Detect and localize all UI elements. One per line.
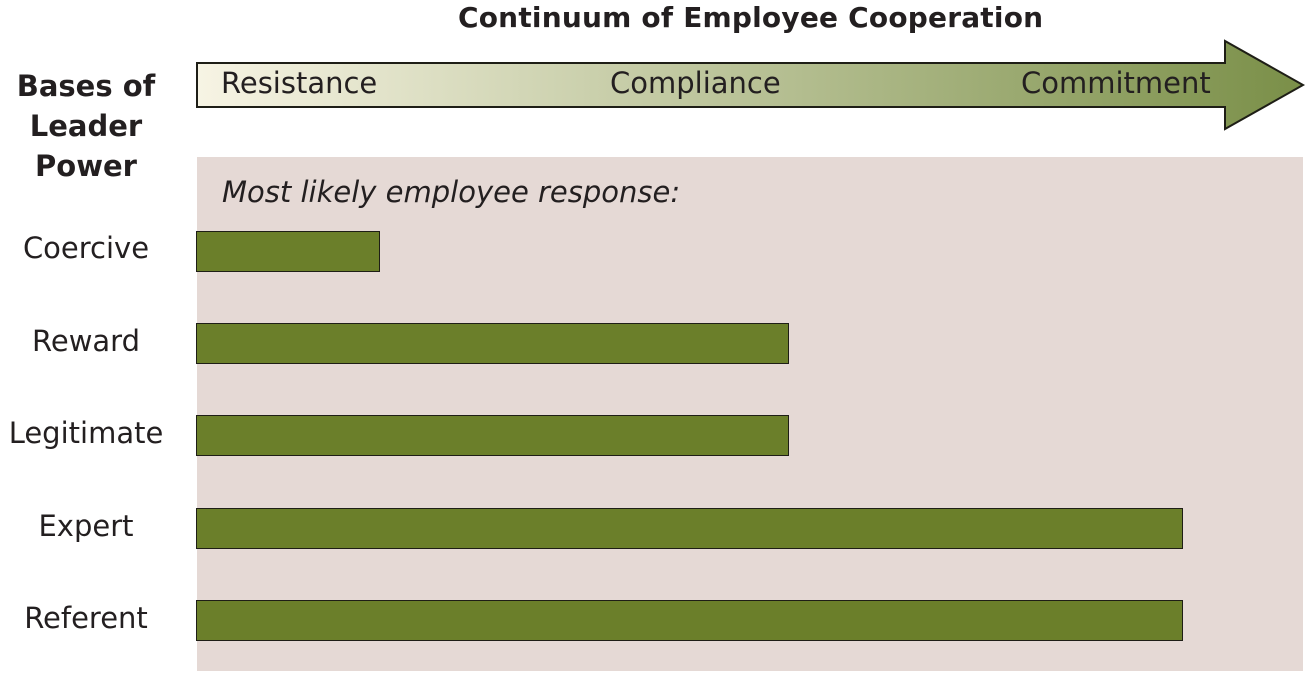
power-label-coercive: Coercive	[22, 231, 150, 265]
response-bar-reward	[196, 323, 789, 364]
response-bar-referent	[196, 600, 1183, 641]
power-label-reward: Reward	[32, 324, 140, 358]
bases-of-power-heading: Bases of Leader Power	[0, 66, 172, 186]
response-bar-legitimate	[196, 415, 789, 456]
continuum-arrow	[196, 39, 1306, 131]
response-panel	[197, 157, 1303, 671]
continuum-label-commitment: Commitment	[1021, 66, 1211, 100]
power-label-legitimate: Legitimate	[8, 416, 164, 450]
response-bar-expert	[196, 508, 1183, 549]
power-label-referent: Referent	[24, 601, 148, 635]
continuum-label-compliance: Compliance	[610, 66, 781, 100]
diagram-title: Continuum of Employee Cooperation	[458, 1, 1044, 34]
power-label-expert: Expert	[38, 509, 134, 543]
panel-caption: Most likely employee response:	[222, 175, 681, 209]
heading-line-2: Leader	[29, 109, 143, 143]
heading-line-1: Bases of	[16, 69, 156, 103]
heading-line-3: Power	[35, 149, 137, 183]
continuum-label-resistance: Resistance	[221, 66, 378, 100]
continuum-arrow-shape	[196, 39, 1306, 131]
response-bar-coercive	[196, 231, 380, 272]
